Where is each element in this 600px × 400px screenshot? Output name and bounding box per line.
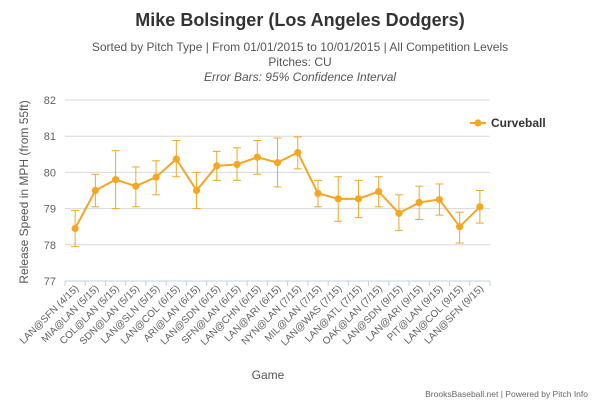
credit-brand: BrooksBaseball.net <box>425 389 499 399</box>
y-tick-label: 77 <box>44 276 56 288</box>
chart-title: Mike Bolsinger (Los Angeles Dodgers) <box>135 10 464 30</box>
data-point[interactable] <box>415 198 423 207</box>
data-point[interactable] <box>253 153 261 161</box>
data-point[interactable] <box>314 189 322 197</box>
y-tick-label: 80 <box>44 167 56 179</box>
data-point[interactable] <box>132 182 140 190</box>
data-point[interactable] <box>435 195 444 204</box>
data-point[interactable] <box>395 209 403 217</box>
legend-marker <box>474 119 482 127</box>
data-point[interactable] <box>294 148 302 157</box>
data-point[interactable] <box>192 186 201 195</box>
data-point[interactable] <box>476 203 484 211</box>
data-point[interactable] <box>233 160 241 169</box>
y-tick-label: 78 <box>44 240 56 252</box>
data-point[interactable] <box>354 195 363 203</box>
data-point[interactable] <box>91 186 99 195</box>
data-point[interactable] <box>172 155 180 163</box>
y-tick-label: 79 <box>44 204 56 216</box>
data-point[interactable] <box>375 187 383 196</box>
legend[interactable]: Curveball <box>470 116 546 130</box>
data-point[interactable] <box>213 162 221 170</box>
credit-rest: | Powered by Pitch Info <box>498 389 588 399</box>
data-point[interactable] <box>111 176 120 184</box>
data-point[interactable] <box>71 224 79 233</box>
y-axis-label: Release Speed in MPH (from 55ft) <box>17 100 31 283</box>
data-point[interactable] <box>152 173 160 181</box>
credit-text: BrooksBaseball.net | Powered by Pitch In… <box>425 389 588 399</box>
data-point[interactable] <box>456 223 464 231</box>
y-tick-label: 82 <box>44 95 56 107</box>
y-tick-label: 81 <box>44 131 56 143</box>
data-point[interactable] <box>334 195 342 203</box>
chart-subtitle-line3: Error Bars: 95% Confidence Interval <box>204 70 396 84</box>
data-point[interactable] <box>273 159 282 167</box>
chart-subtitle-line2: Pitches: CU <box>268 55 331 69</box>
x-axis-label: Game <box>252 368 285 382</box>
legend-label: Curveball <box>491 116 546 130</box>
chart-subtitle-line1: Sorted by Pitch Type | From 01/01/2015 t… <box>92 40 508 54</box>
